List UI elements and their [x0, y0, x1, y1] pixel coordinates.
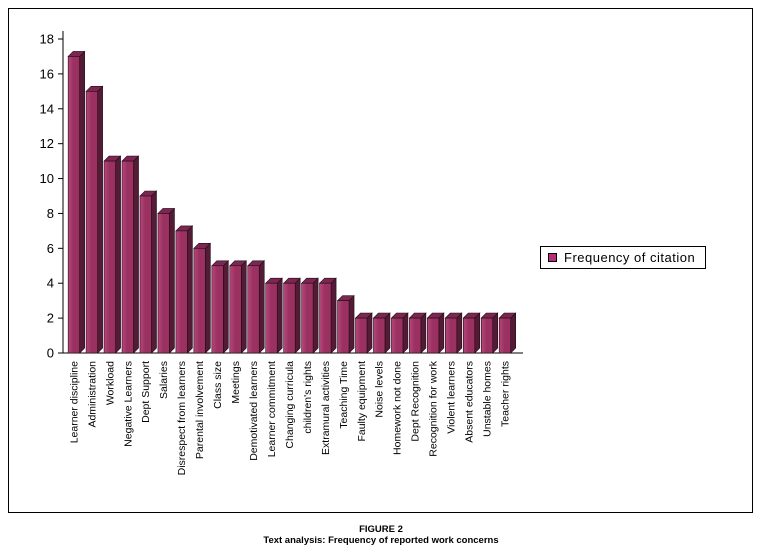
bar-side-face: [438, 312, 445, 354]
bar-side-face: [276, 277, 283, 354]
bar: [319, 282, 332, 354]
category-label: Violent learners: [446, 361, 458, 434]
bar-side-face: [330, 277, 337, 354]
category-label: Demotivated learners: [248, 361, 260, 461]
category-label: Class size: [212, 361, 224, 409]
category-label: Salaries: [158, 361, 170, 399]
bar-side-face: [97, 85, 103, 354]
category-label: Parental involvement: [194, 361, 206, 459]
y-tick-label: 16: [40, 66, 54, 81]
category-label: Workload: [104, 361, 116, 405]
bar: [283, 282, 296, 354]
bar-side-face: [223, 260, 229, 354]
bar-side-face: [79, 50, 85, 354]
category-label: Teacher rights: [499, 361, 511, 427]
y-tick-label: 10: [40, 171, 54, 186]
chart-container: 0 2 4 6 8 10 12 14 16 18 Learner discipline Adminis…: [8, 8, 753, 513]
bar: [498, 317, 511, 354]
legend-label: Frequency of citation: [564, 250, 696, 265]
bar: [462, 317, 476, 354]
y-tick-label: 14: [40, 101, 54, 116]
bar: [480, 317, 494, 354]
figure-description: Text analysis: Frequency of reported wor…: [263, 535, 499, 547]
bar: [175, 230, 188, 354]
bar-side-face: [384, 312, 391, 354]
category-label: Negative Learners: [122, 361, 134, 447]
bar: [211, 265, 224, 354]
category-label: Learner discipline: [68, 361, 80, 443]
bar: [157, 213, 170, 354]
bar: [391, 317, 404, 354]
category-label: Teaching Time: [338, 361, 350, 429]
bar-side-face: [169, 207, 175, 354]
bar-side-face: [187, 225, 193, 354]
y-tick-label: 6: [47, 241, 54, 256]
category-label: Learner commitment: [266, 361, 278, 457]
bar: [139, 195, 152, 354]
category-label: Administration: [86, 361, 98, 428]
bar: [355, 317, 368, 354]
category-label: Dept Recognition: [410, 361, 422, 442]
bar: [193, 248, 206, 354]
figure-number: FIGURE 2: [359, 524, 403, 535]
y-tick-label: 2: [47, 311, 54, 326]
bar: [85, 91, 98, 354]
bar: [247, 265, 260, 354]
bar: [337, 300, 350, 354]
bar: [409, 317, 422, 354]
bar-side-face: [510, 312, 516, 354]
bar: [229, 265, 242, 354]
category-label: Homework not done: [392, 361, 404, 455]
bar-side-face: [258, 260, 265, 354]
category-label: Dept Support: [140, 361, 152, 423]
category-label: Absent educators: [464, 361, 476, 443]
bar: [301, 282, 314, 354]
bar: [67, 56, 80, 354]
bar-chart: 0 2 4 6 8 10 12 14 16 18 Learner discipline Adminis…: [40, 31, 523, 475]
bar-side-face: [294, 277, 301, 354]
bar: [373, 317, 386, 354]
category-label: Recognition for work: [428, 360, 440, 456]
y-tick-label: 12: [40, 136, 54, 151]
bar-side-face: [115, 155, 121, 354]
category-label: children's rights: [302, 361, 314, 434]
bar-side-face: [312, 277, 319, 354]
bar-side-face: [456, 312, 463, 354]
bar-side-face: [240, 260, 247, 354]
category-label: Faulty equipment: [356, 361, 368, 442]
bar-side-face: [151, 190, 157, 354]
y-tick-label: 8: [47, 206, 54, 221]
bar-side-face: [133, 155, 139, 354]
category-label: Disrespect from learners: [176, 361, 188, 475]
bar-side-face: [420, 312, 427, 354]
bar-side-face: [348, 294, 355, 354]
bar: [265, 282, 278, 354]
y-tick-label: 0: [47, 346, 54, 361]
bar-side-face: [366, 312, 373, 354]
figure-caption: FIGURE 2 Text analysis: Frequency of rep…: [0, 524, 762, 547]
category-label: Unstable homes: [481, 361, 493, 437]
y-tick-label: 18: [40, 32, 54, 47]
bar-side-face: [402, 312, 409, 354]
bar-side-face: [205, 242, 211, 354]
category-label: Changing curricula: [284, 361, 296, 449]
category-label: Noise levels: [374, 361, 386, 418]
bar: [121, 160, 134, 354]
bar: [427, 317, 440, 354]
bar-side-face: [492, 312, 499, 354]
category-label: Meetings: [230, 361, 242, 404]
y-tick-label: 4: [47, 276, 54, 291]
legend: Frequency of citation: [540, 246, 707, 269]
legend-marker: [548, 253, 557, 262]
bar-side-face: [474, 312, 481, 354]
category-label: Extramural activities: [320, 361, 332, 455]
bar: [445, 317, 458, 354]
bar: [103, 160, 116, 354]
